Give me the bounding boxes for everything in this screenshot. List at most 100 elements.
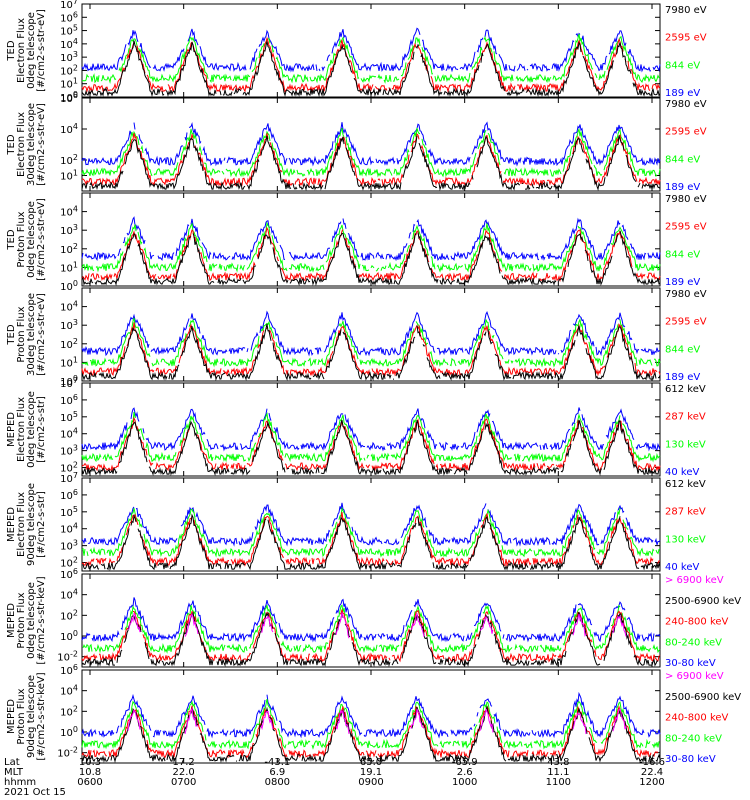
y-axis-label: MEPED Proton Flux 0deg telescope [#/cm2-s-s… — [6, 576, 47, 664]
panel-frame — [81, 97, 661, 192]
legend-entry: 844 eV — [665, 154, 700, 165]
y-tick-label: 101 — [60, 77, 78, 91]
panel-5: 107 106 105 104 103 102 MEPED Electron Flux 0deg… — [6, 376, 706, 478]
y-axis-label-line: [#/cm2-s-str] — [36, 396, 47, 463]
y-axis-label-line: 0deg telescope — [26, 391, 37, 468]
panel-2: 106 104 102 101 TED Electron Flux 30deg telesc… — [6, 91, 707, 193]
y-axis-label-line: [#/cm2-s-str-keV] — [36, 576, 47, 664]
legend-entry: 189 eV — [665, 88, 700, 99]
y-axis-label-line: [#/cm2-s-str] — [36, 491, 47, 558]
y-tick-label: 100 — [60, 725, 78, 739]
y-axis-label-line: TED — [6, 229, 17, 250]
y-axis-label-line: 0deg telescope — [26, 582, 37, 659]
y-tick-label: 105 — [60, 24, 78, 38]
y-tick-label: 104 — [60, 427, 78, 441]
series-trace-green — [81, 127, 661, 178]
legend-entry: 287 keV — [665, 507, 706, 518]
legend-entry: 612 keV — [665, 384, 706, 395]
y-tick-label: 102 — [60, 461, 78, 475]
legend-entry: > 6900 keV — [665, 671, 724, 682]
series-trace-green — [81, 699, 660, 750]
y-axis-label: MEPED Electron Flux 90deg telescope [#/cm2-… — [6, 483, 47, 566]
series-trace-red — [81, 512, 661, 567]
legend-entry: 2595 eV — [665, 127, 707, 138]
series-trace-black — [81, 40, 661, 98]
x-tick-mlt: 11.1 — [547, 767, 569, 778]
series-trace-black — [81, 230, 661, 287]
y-tick-label: 104 — [60, 588, 78, 602]
series-trace-black — [82, 513, 661, 571]
y-tick-label: 107 — [60, 471, 78, 485]
y-tick-label: 103 — [60, 50, 78, 64]
x-tick-hhmm: 0800 — [265, 777, 290, 788]
legend-entry: 2595 eV — [665, 222, 707, 233]
y-axis-label-line: Proton Flux — [16, 688, 27, 744]
y-axis-label-line: 0deg telescope — [26, 12, 37, 89]
panel-7: 106 104 102 100 10-2 MEPED Proton Flux 0deg tel… — [6, 567, 741, 669]
legend-entry: 30-80 keV — [665, 754, 716, 765]
y-axis-label-line: TED — [6, 134, 17, 155]
y-axis-label-line: Proton Flux — [16, 211, 27, 267]
series-trace-blue — [81, 597, 661, 643]
y-axis-label-line: MEPED — [6, 699, 17, 734]
x-tick-lat: 65.0 — [360, 757, 382, 768]
y-axis-label-line: MEPED — [6, 603, 17, 638]
x-tick-mlt: 22.0 — [173, 767, 195, 778]
legend-entry: 80-240 keV — [665, 733, 722, 744]
y-tick-label: 103 — [60, 444, 78, 458]
y-tick-label: 102 — [60, 556, 78, 570]
series-trace-magenta — [127, 612, 627, 639]
y-axis-label: MEPED Proton Flux 90deg telescope [#/cm2-s-… — [6, 672, 47, 760]
series-trace-black — [81, 419, 660, 476]
y-tick-label: 100 — [60, 90, 78, 104]
y-axis-label-line: Electron Flux — [16, 18, 27, 83]
y-tick-label: 104 — [60, 522, 78, 536]
legend-entry: 30-80 keV — [665, 658, 716, 669]
legend-entry: 7980 eV — [665, 5, 707, 16]
y-axis-label: TED Proton Flux 30deg telescope [#/cm2-s-st… — [6, 293, 47, 376]
panel-8: 106 104 102 100 10-2 MEPED Proton Flux 90deg te… — [6, 663, 741, 765]
legend-entry: 189 eV — [665, 372, 700, 383]
y-axis-label-line: [#/cm2-s-str-keV] — [36, 672, 47, 760]
legend-entry: 130 keV — [665, 534, 706, 545]
y-axis-label: TED Electron Flux 0deg telescope [#/cm2-s-s… — [6, 9, 47, 92]
panel-3: 104 103 102 101 100 TED Proton Flux 0deg telesc… — [6, 192, 707, 293]
y-axis-label-line: Proton Flux — [16, 306, 27, 362]
series-trace-green — [82, 604, 661, 654]
y-axis-label-line: [#/cm2-s-str-eV] — [36, 9, 47, 92]
x-tick-hhmm: 1100 — [546, 777, 571, 788]
y-tick-label: 106 — [60, 393, 78, 407]
legend-entry: 844 eV — [665, 344, 700, 355]
y-axis-label-line: 90deg telescope — [26, 675, 37, 758]
y-axis-label-line: TED — [6, 40, 17, 61]
y-axis-label-line: 30deg telescope — [26, 103, 37, 186]
series-trace-red — [81, 322, 661, 378]
x-tick-mlt: 10.8 — [79, 767, 101, 778]
y-axis-label-line: [#/cm2-s-str-eV] — [36, 293, 47, 376]
y-tick-label: 103 — [60, 223, 78, 237]
y-axis-label: MEPED Electron Flux 0deg telescope [#/cm2-s… — [6, 391, 47, 468]
series-trace-black — [81, 135, 661, 192]
legend-entry: 7980 eV — [665, 194, 707, 205]
panel-6: 107 106 105 104 103 102 MEPED Electron Flux 90de… — [6, 471, 706, 573]
y-tick-label: 102 — [60, 153, 78, 167]
legend-entry: 2595 eV — [665, 33, 707, 44]
legend-entry: 40 keV — [665, 562, 699, 573]
y-tick-label: 101 — [60, 169, 78, 183]
y-tick-label: 102 — [60, 337, 78, 351]
y-tick-label: 105 — [60, 410, 78, 424]
y-tick-label: 106 — [60, 10, 78, 24]
y-tick-label: 10-2 — [57, 746, 78, 760]
legend-entry: 189 eV — [665, 182, 700, 193]
legend-entry: 130 keV — [665, 439, 706, 450]
y-axis-label-line: 90deg telescope — [26, 483, 37, 566]
y-tick-label: 101 — [60, 355, 78, 369]
series-trace-blue — [81, 691, 661, 739]
panel-frame — [81, 477, 661, 572]
legend-entry: 40 keV — [665, 467, 699, 478]
series-trace-green — [81, 317, 661, 368]
x-tick-lat: -16.6 — [639, 757, 665, 768]
y-axis-label-line: Electron Flux — [16, 112, 27, 177]
series-trace-magenta — [127, 707, 627, 735]
